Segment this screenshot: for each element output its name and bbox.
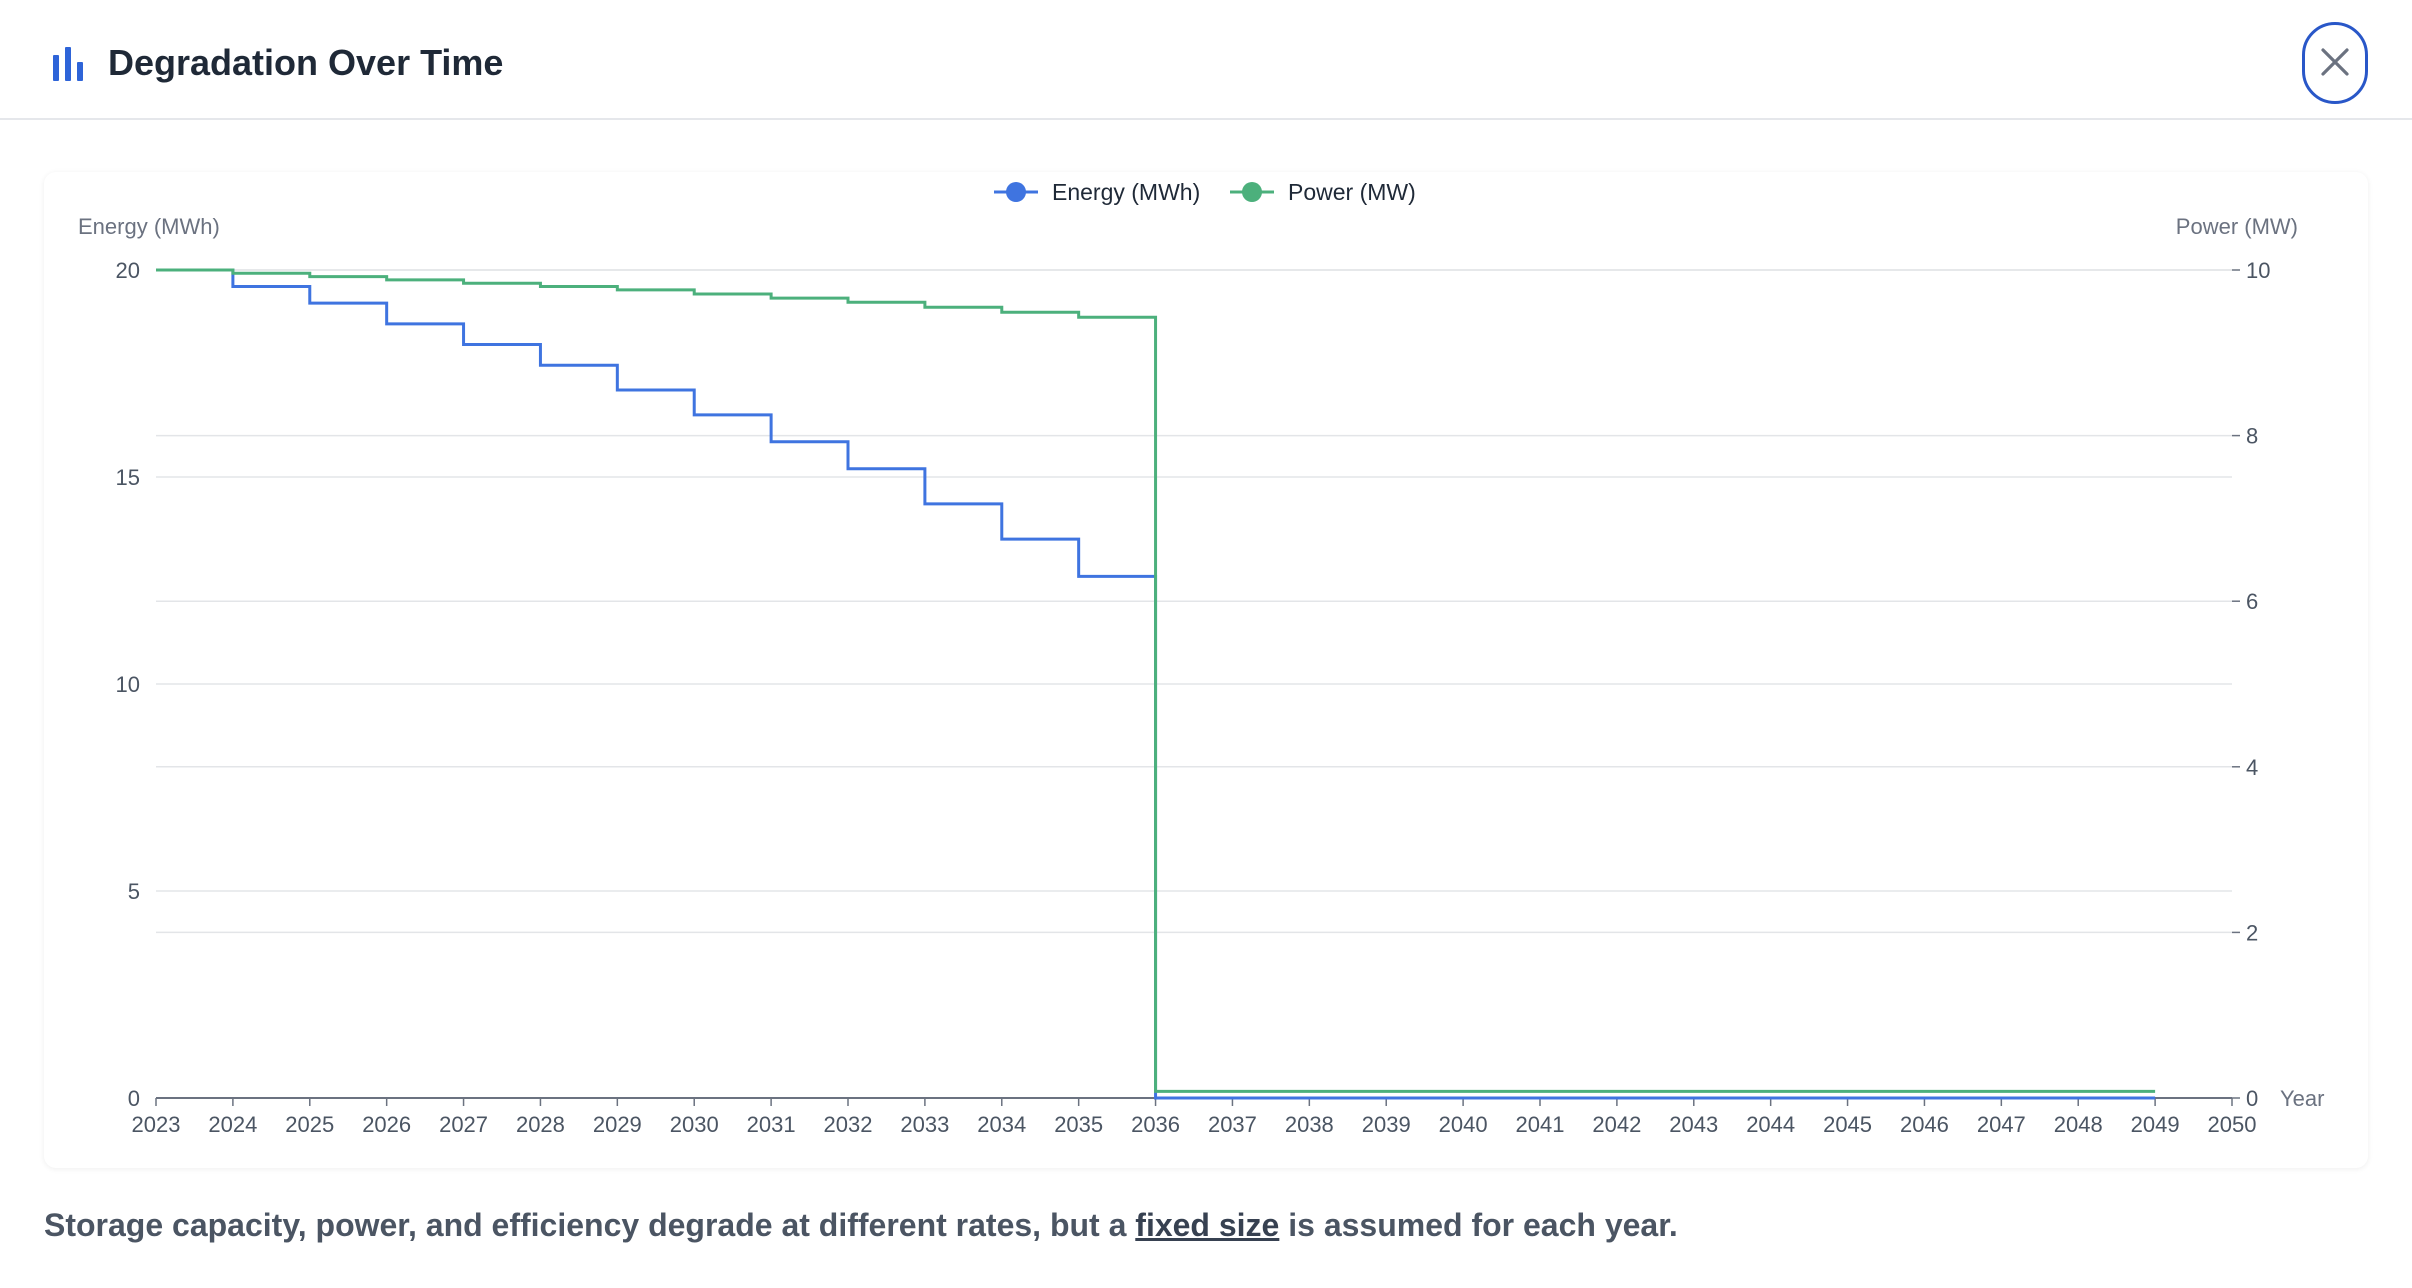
legend: Energy (MWh) Power (MW) — [994, 179, 1416, 205]
caption-text-before: Storage capacity, power, and efficiency … — [44, 1207, 1136, 1243]
y-right-tick-label: 2 — [2246, 920, 2258, 945]
y-left-tick-label: 0 — [128, 1086, 140, 1111]
y-left-tick-label: 5 — [128, 879, 140, 904]
x-tick-label: 2037 — [1208, 1112, 1257, 1137]
y-right-tick-label: 10 — [2246, 258, 2270, 283]
y-right-tick-label: 0 — [2246, 1086, 2258, 1111]
x-tick-label: 2032 — [824, 1112, 873, 1137]
x-tick-label: 2046 — [1900, 1112, 1949, 1137]
legend-item-energy[interactable]: Energy (MWh) — [994, 179, 1200, 205]
footnote-caption: Storage capacity, power, and efficiency … — [44, 1200, 1678, 1250]
caption-text-after: is assumed for each year. — [1279, 1207, 1678, 1243]
x-tick-label: 2044 — [1746, 1112, 1795, 1137]
legend-item-power[interactable]: Power (MW) — [1230, 179, 1416, 205]
close-icon — [2321, 48, 2349, 76]
x-tick-label: 2034 — [977, 1112, 1026, 1137]
page-title: Degradation Over Time — [108, 42, 504, 83]
x-tick-label: 2045 — [1823, 1112, 1872, 1137]
x-tick-label: 2049 — [2131, 1112, 2180, 1137]
series — [156, 268, 2156, 1100]
close-button[interactable] — [2302, 22, 2368, 104]
x-tick-label: 2024 — [208, 1112, 257, 1137]
modal-header: Degradation Over Time — [0, 0, 2412, 120]
y-axis-left-label: Energy (MWh) — [78, 214, 220, 239]
grid — [156, 269, 2232, 934]
y-right-tick-label: 6 — [2246, 589, 2258, 614]
y-right-tick-label: 4 — [2246, 755, 2258, 780]
x-tick-label: 2040 — [1439, 1112, 1488, 1137]
x-tick-label: 2031 — [747, 1112, 796, 1137]
x-tick-label: 2036 — [1131, 1112, 1180, 1137]
y-left-tick-label: 10 — [116, 672, 140, 697]
x-tick-label: 2038 — [1285, 1112, 1334, 1137]
x-tick-label: 2048 — [2054, 1112, 2103, 1137]
x-axis-label: Year — [2280, 1086, 2324, 1111]
chart-card: Energy (MWh) Power (MW) Year 0 5 10 15 20 0 2 4… — [44, 172, 2368, 1168]
x-tick-label: 2033 — [900, 1112, 949, 1137]
x-tick-label: 2042 — [1592, 1112, 1641, 1137]
x-tick-label: 2026 — [362, 1112, 411, 1137]
y-left-tick-label: 20 — [116, 258, 140, 283]
x-tick-label: 2039 — [1362, 1112, 1411, 1137]
x-tick-label: 2030 — [670, 1112, 719, 1137]
legend-label-power: Power (MW) — [1288, 179, 1416, 205]
x-tick-label: 2029 — [593, 1112, 642, 1137]
y-left-tick-label: 15 — [116, 465, 140, 490]
y-right-tick-label: 8 — [2246, 424, 2258, 449]
legend-label-energy: Energy (MWh) — [1052, 179, 1200, 205]
axes: Energy (MWh) Power (MW) Year 0 5 10 15 20 0 2 4… — [78, 214, 2324, 1137]
fixed-size-link[interactable]: fixed size — [1135, 1207, 1280, 1243]
x-tick-label: 2025 — [285, 1112, 334, 1137]
x-tick-label: 2047 — [1977, 1112, 2026, 1137]
series-line-power[interactable] — [156, 268, 2156, 1093]
series-line-energy[interactable] — [156, 268, 2156, 1100]
y-axis-right-label: Power (MW) — [2176, 214, 2298, 239]
bar-chart-icon — [53, 47, 83, 81]
x-tick-label: 2027 — [439, 1112, 488, 1137]
x-tick-label: 2041 — [1516, 1112, 1565, 1137]
x-tick-label: 2028 — [516, 1112, 565, 1137]
x-tick-label: 2050 — [2208, 1112, 2257, 1137]
x-tick-label: 2023 — [132, 1112, 181, 1137]
degradation-chart: Energy (MWh) Power (MW) Year 0 5 10 15 20 0 2 4… — [78, 179, 2324, 1137]
x-tick-label: 2035 — [1054, 1112, 1103, 1137]
x-tick-label: 2043 — [1669, 1112, 1718, 1137]
